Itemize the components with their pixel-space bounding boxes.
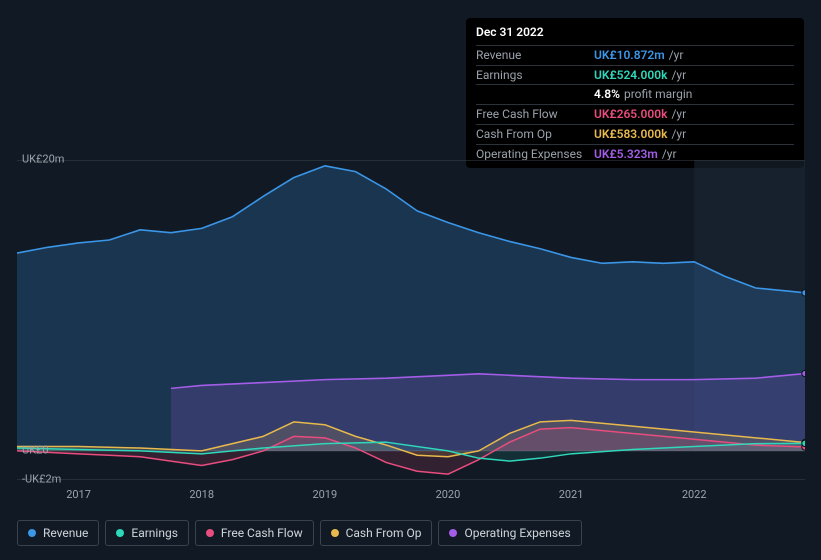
tooltip-spacer	[476, 86, 594, 103]
tooltip-label: Earnings	[476, 67, 594, 84]
chart-legend: Revenue Earnings Free Cash Flow Cash From O…	[17, 520, 582, 546]
tooltip-row: 4.8%profit margin	[476, 84, 794, 104]
tooltip-row: RevenueUK£10.872m/yr	[476, 45, 794, 65]
tooltip-unit: /yr	[669, 47, 684, 64]
tooltip-date: Dec 31 2022	[476, 24, 794, 45]
legend-label: Earnings	[131, 526, 178, 540]
x-axis-label: 2018	[189, 488, 214, 501]
legend-dot-icon	[331, 529, 339, 537]
tooltip-unit: /yr	[671, 106, 686, 123]
tooltip-pct: 4.8%	[594, 86, 620, 103]
tooltip-label: Cash From Op	[476, 126, 594, 143]
legend-item-earnings[interactable]: Earnings	[105, 520, 189, 546]
legend-label: Operating Expenses	[464, 526, 570, 540]
tooltip-row: Cash From OpUK£583.000k/yr	[476, 124, 794, 144]
legend-item-revenue[interactable]: Revenue	[17, 520, 99, 546]
legend-item-fcf[interactable]: Free Cash Flow	[195, 520, 314, 546]
y-axis-label: -UK£2m	[22, 473, 61, 486]
tooltip-unit: /yr	[671, 126, 686, 143]
legend-item-cash_from_op[interactable]: Cash From Op	[320, 520, 433, 546]
tooltip-row: EarningsUK£524.000k/yr	[476, 65, 794, 85]
legend-label: Cash From Op	[346, 526, 422, 540]
financials-chart[interactable]: UK£20mUK£0-UK£2m 20172018201920202021202…	[17, 160, 805, 480]
tooltip-unit: /yr	[671, 67, 686, 84]
x-axis-label: 2019	[312, 488, 337, 501]
tooltip-value: UK£583.000k	[594, 126, 667, 143]
tooltip-row: Free Cash FlowUK£265.000k/yr	[476, 104, 794, 124]
legend-item-opex[interactable]: Operating Expenses	[438, 520, 581, 546]
legend-dot-icon	[116, 529, 124, 537]
x-axis-label: 2017	[66, 488, 91, 501]
tooltip-label: Revenue	[476, 47, 594, 64]
legend-dot-icon	[449, 529, 457, 537]
tooltip-pct-label: profit margin	[624, 86, 692, 103]
x-axis-label: 2021	[559, 488, 584, 501]
y-axis-label: UK£20m	[22, 153, 64, 166]
x-axis-label: 2020	[436, 488, 461, 501]
chart-svg	[17, 160, 805, 480]
legend-dot-icon	[206, 529, 214, 537]
x-axis-label: 2022	[682, 488, 707, 501]
y-axis-label: UK£0	[22, 443, 49, 456]
tooltip-value: UK£265.000k	[594, 106, 667, 123]
legend-label: Revenue	[43, 526, 88, 540]
tooltip-value: UK£10.872m	[594, 47, 665, 64]
tooltip-value: UK£524.000k	[594, 67, 667, 84]
chart-tooltip: Dec 31 2022 RevenueUK£10.872m/yrEarnings…	[466, 18, 804, 168]
tooltip-label: Free Cash Flow	[476, 106, 594, 123]
legend-label: Free Cash Flow	[221, 526, 303, 540]
legend-dot-icon	[28, 529, 36, 537]
